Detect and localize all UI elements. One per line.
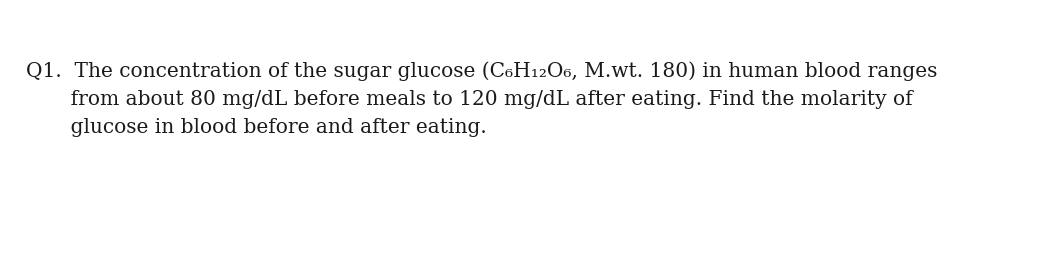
Text: Q1.  The concentration of the sugar glucose (C₆H₁₂O₆, M.wt. 180) in human blood : Q1. The concentration of the sugar gluco… — [26, 61, 937, 137]
